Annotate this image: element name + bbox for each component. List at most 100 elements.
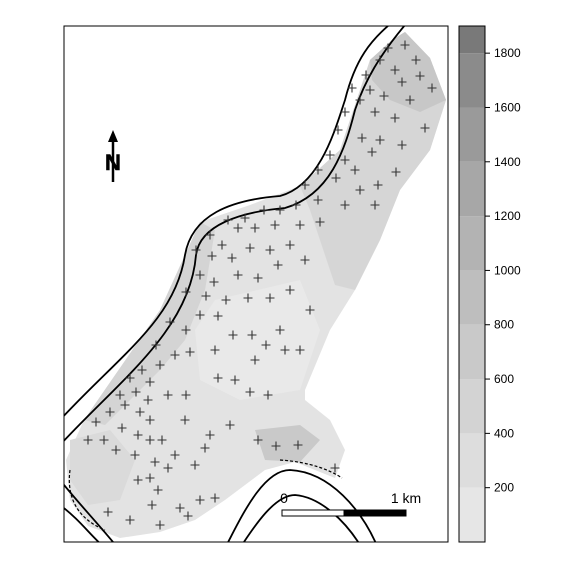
sample-marker xyxy=(405,95,415,105)
sample-marker xyxy=(397,140,407,150)
contour-inner-lower xyxy=(64,483,115,542)
sample-marker xyxy=(145,415,155,425)
sample-marker xyxy=(180,415,190,425)
sample-marker xyxy=(370,200,380,210)
legend-class-6 xyxy=(459,161,485,217)
scale-bar-segment-white xyxy=(281,509,345,517)
sample-marker xyxy=(263,390,273,400)
sample-marker xyxy=(391,167,401,177)
sample-marker xyxy=(340,155,350,165)
north-arrow: N xyxy=(105,130,121,182)
sample-marker xyxy=(150,457,160,467)
sample-marker xyxy=(333,125,343,135)
sample-marker xyxy=(411,55,421,65)
sample-marker xyxy=(243,293,253,303)
legend-frame xyxy=(458,25,486,543)
sample-marker xyxy=(191,245,201,255)
sample-marker xyxy=(207,251,217,261)
sample-marker xyxy=(120,400,130,410)
sample-marker xyxy=(103,507,113,517)
sample-marker xyxy=(265,245,275,255)
sample-marker xyxy=(305,305,315,315)
sample-marker xyxy=(117,423,127,433)
sample-marker xyxy=(170,450,180,460)
sample-marker xyxy=(133,475,143,485)
sample-points xyxy=(83,40,437,530)
sample-marker xyxy=(205,230,215,240)
sample-marker xyxy=(373,180,383,190)
sample-marker xyxy=(83,435,93,445)
sample-marker xyxy=(265,293,275,303)
sample-marker xyxy=(195,310,205,320)
sample-marker xyxy=(370,107,380,117)
sample-marker xyxy=(261,340,271,350)
sample-marker xyxy=(185,347,195,357)
sample-marker xyxy=(245,243,255,253)
sample-marker xyxy=(259,205,269,215)
sample-marker xyxy=(355,185,365,195)
sample-marker xyxy=(223,215,233,225)
sample-marker xyxy=(213,373,223,383)
legend-tick-label-1: 400 xyxy=(494,426,514,440)
sample-marker xyxy=(291,200,301,210)
sample-marker xyxy=(325,150,335,160)
sample-marker xyxy=(105,407,115,417)
scale-bar-end-label: 1 km xyxy=(391,490,421,506)
sample-marker xyxy=(390,65,400,75)
sample-marker xyxy=(137,365,147,375)
zone-west-edge xyxy=(84,222,215,425)
sample-marker xyxy=(233,223,243,233)
legend-tick-label-8: 1800 xyxy=(494,46,521,60)
sample-marker xyxy=(340,200,350,210)
sample-marker xyxy=(155,360,165,370)
zone-south-hotspot xyxy=(255,425,320,462)
sample-marker xyxy=(125,373,135,383)
sample-marker xyxy=(155,520,165,530)
sample-marker xyxy=(213,311,223,321)
legend-tick-label-7: 1600 xyxy=(494,100,521,114)
sample-marker xyxy=(275,325,285,335)
sample-marker xyxy=(245,387,255,397)
sample-marker xyxy=(330,463,340,473)
sample-marker xyxy=(99,435,109,445)
sample-marker xyxy=(240,213,250,223)
contour-river-inner xyxy=(242,494,360,542)
sample-marker xyxy=(295,345,305,355)
legend-class-5 xyxy=(459,216,485,271)
sample-marker xyxy=(280,345,290,355)
boundary-dashed xyxy=(68,459,343,531)
legend-tick-label-0: 200 xyxy=(494,481,514,495)
sample-marker xyxy=(195,495,205,505)
sample-marker xyxy=(367,147,377,157)
contour-outer-lower xyxy=(64,507,100,542)
sample-marker xyxy=(135,407,145,417)
sample-marker xyxy=(331,173,341,183)
sample-marker xyxy=(420,123,430,133)
sample-marker xyxy=(170,350,180,360)
zone-northeast-high xyxy=(370,32,446,112)
sample-marker xyxy=(295,220,305,230)
sample-marker xyxy=(273,260,283,270)
sample-marker xyxy=(147,500,157,510)
sample-marker xyxy=(357,133,367,143)
sample-marker xyxy=(115,390,125,400)
scale-bar-start-label: 0 xyxy=(280,490,288,506)
sample-marker xyxy=(195,270,205,280)
legend-class-1 xyxy=(459,433,485,488)
sample-marker xyxy=(285,285,295,295)
sample-marker xyxy=(285,240,295,250)
legend-class-3 xyxy=(459,324,485,380)
sample-marker xyxy=(313,165,323,175)
sample-marker xyxy=(230,375,240,385)
legend-tick-label-3: 800 xyxy=(494,318,514,332)
sample-marker xyxy=(181,325,191,335)
sample-marker xyxy=(397,77,407,87)
sample-marker xyxy=(253,435,263,445)
sample-marker xyxy=(247,330,257,340)
north-arrow-label: N xyxy=(105,150,121,175)
sample-marker xyxy=(163,390,173,400)
sample-marker xyxy=(415,71,425,81)
sample-marker xyxy=(313,195,323,205)
legend-class-8 xyxy=(459,53,485,108)
sample-marker xyxy=(130,450,140,460)
